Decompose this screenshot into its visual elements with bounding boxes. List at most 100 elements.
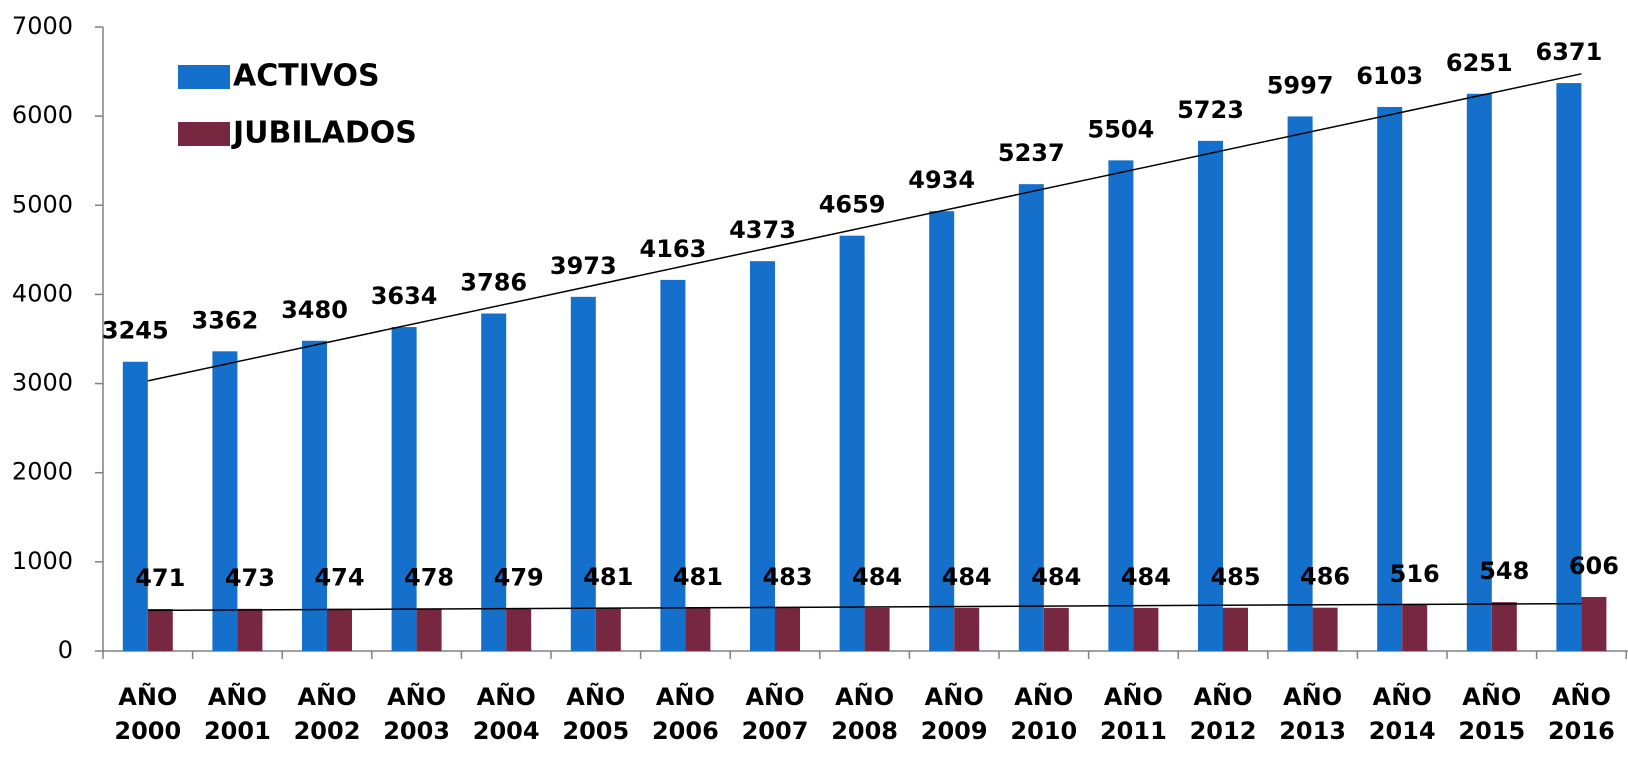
data-label: 479 [494, 563, 544, 591]
bar [1377, 106, 1403, 652]
bar [1581, 596, 1607, 651]
bar [1108, 160, 1134, 651]
y-tick-label: 2000 [12, 458, 73, 486]
data-label: 3973 [550, 252, 617, 280]
data-label: 5997 [1267, 71, 1334, 99]
bar [595, 608, 621, 651]
bar [147, 609, 173, 651]
bar [660, 279, 686, 651]
data-label: 481 [583, 563, 633, 591]
x-tick-label: AÑO 2016 [1547, 683, 1615, 745]
x-tick-label: AÑO 2005 [562, 683, 630, 745]
x-tick-label: AÑO 2009 [920, 683, 988, 745]
y-tick-label: 0 [58, 636, 73, 664]
x-tick-label: AÑO 2007 [741, 683, 809, 745]
bar [864, 607, 890, 651]
data-label: 484 [1121, 563, 1171, 591]
x-tick-label: AÑO 2008 [831, 683, 898, 745]
x-tick-label: AÑO 2012 [1189, 683, 1257, 745]
data-label: 3786 [460, 269, 527, 297]
data-label: 481 [673, 563, 723, 591]
data-label: 478 [404, 563, 454, 591]
data-label: 486 [1300, 563, 1350, 591]
x-tick-label: AÑO 2014 [1368, 683, 1436, 745]
data-label: 471 [135, 564, 185, 592]
data-label: 3480 [281, 296, 348, 324]
bar [1287, 116, 1313, 652]
data-label: 3245 [102, 317, 169, 345]
bar [750, 261, 775, 651]
data-label: 4659 [819, 191, 886, 219]
bar [929, 211, 955, 652]
x-tick-label: AÑO 2000 [114, 683, 182, 745]
bar [1133, 607, 1159, 651]
bar [954, 607, 980, 651]
y-tick-label: 1000 [12, 547, 73, 575]
data-label: 484 [852, 563, 902, 591]
data-label: 6103 [1356, 62, 1423, 90]
bar [1018, 184, 1044, 651]
data-label: 6251 [1446, 49, 1513, 77]
data-label: 485 [1210, 563, 1260, 591]
data-label: 3362 [192, 306, 259, 334]
data-label: 473 [225, 564, 275, 592]
bar [570, 296, 596, 651]
data-label: 5723 [1177, 96, 1244, 124]
x-tick-label: AÑO 2011 [1099, 683, 1167, 745]
bar [327, 608, 352, 651]
data-label: 4163 [640, 235, 707, 263]
bar [685, 608, 711, 651]
bar [1402, 605, 1428, 651]
data-label: 516 [1390, 560, 1440, 588]
y-tick-label: 7000 [12, 12, 73, 40]
y-tick-label: 3000 [12, 369, 73, 397]
x-tick-label: AÑO 2001 [203, 683, 271, 745]
data-label: 606 [1569, 552, 1619, 580]
legend-swatch [178, 122, 230, 146]
bar [237, 608, 263, 651]
trendline [147, 73, 1582, 382]
bar [416, 608, 442, 651]
bar [775, 607, 800, 651]
data-label: 474 [314, 564, 364, 592]
data-label: 4373 [729, 216, 796, 244]
bar [302, 340, 327, 651]
legend-swatch [178, 65, 230, 89]
bar [839, 235, 865, 652]
bar [212, 351, 238, 651]
bar [1223, 607, 1248, 651]
x-tick-label: AÑO 2013 [1279, 683, 1346, 745]
data-label: 484 [942, 563, 992, 591]
x-tick-label: AÑO 2004 [472, 683, 540, 745]
bar [122, 361, 148, 651]
bar [506, 608, 532, 651]
data-label: 5504 [1088, 115, 1155, 143]
bar [481, 313, 507, 651]
data-label: 484 [1031, 563, 1081, 591]
legend-label: ACTIVOS [233, 59, 380, 94]
x-tick-label: AÑO 2010 [1010, 683, 1078, 745]
data-label: 483 [762, 563, 812, 591]
trendline [147, 602, 1582, 612]
data-label: 3634 [371, 282, 438, 310]
x-tick-label: AÑO 2002 [293, 683, 361, 745]
data-label: 5237 [998, 139, 1065, 167]
x-tick-label: AÑO 2003 [383, 683, 450, 745]
bar [1312, 607, 1338, 651]
bar [1556, 83, 1582, 651]
data-label: 548 [1479, 557, 1529, 585]
data-label: 6371 [1536, 38, 1603, 66]
bar [1198, 140, 1223, 651]
y-tick-label: 5000 [12, 190, 73, 218]
bar [1466, 93, 1492, 651]
x-tick-label: AÑO 2006 [651, 683, 719, 745]
x-tick-label: AÑO 2015 [1458, 683, 1526, 745]
bar [1043, 607, 1069, 651]
y-tick-label: 4000 [12, 279, 73, 307]
data-label: 4934 [908, 166, 975, 194]
bar [1491, 602, 1517, 651]
bar [391, 327, 417, 651]
legend-label: JUBILADOS [231, 116, 417, 151]
